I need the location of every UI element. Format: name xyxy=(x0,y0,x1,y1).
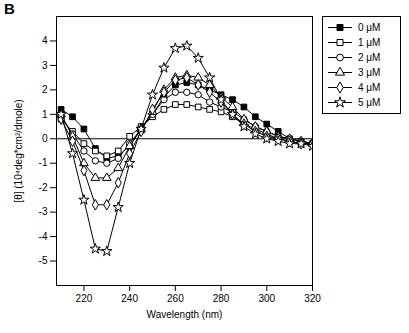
svg-text:4 μM: 4 μM xyxy=(358,82,380,93)
svg-text:0: 0 xyxy=(42,133,48,144)
svg-text:1: 1 xyxy=(42,109,48,120)
svg-text:2: 2 xyxy=(42,84,48,95)
svg-text:0 μM: 0 μM xyxy=(358,22,380,33)
svg-text:280: 280 xyxy=(213,293,230,304)
svg-text:260: 260 xyxy=(167,293,184,304)
svg-text:-4: -4 xyxy=(39,231,48,242)
svg-text:3: 3 xyxy=(42,60,48,71)
svg-text:320: 320 xyxy=(304,293,321,304)
svg-text:220: 220 xyxy=(76,293,93,304)
svg-text:-3: -3 xyxy=(39,206,48,217)
svg-text:1 μM: 1 μM xyxy=(358,37,380,48)
svg-text:-1: -1 xyxy=(39,157,48,168)
html-text:B: B xyxy=(4,0,15,17)
svg-text:4: 4 xyxy=(42,35,48,46)
svg-text:-2: -2 xyxy=(39,182,48,193)
svg-text:300: 300 xyxy=(258,293,275,304)
svg-text:240: 240 xyxy=(121,293,138,304)
svg-text:2 μM: 2 μM xyxy=(358,52,380,63)
svg-text:Wavelength (nm): Wavelength (nm) xyxy=(147,309,223,320)
svg-text:[θ] (10⁴deg*cm²/dmole): [θ] (10⁴deg*cm²/dmole) xyxy=(13,99,24,202)
svg-text:5 μM: 5 μM xyxy=(358,97,380,108)
svg-text:-5: -5 xyxy=(39,255,48,266)
svg-text:3 μM: 3 μM xyxy=(358,67,380,78)
